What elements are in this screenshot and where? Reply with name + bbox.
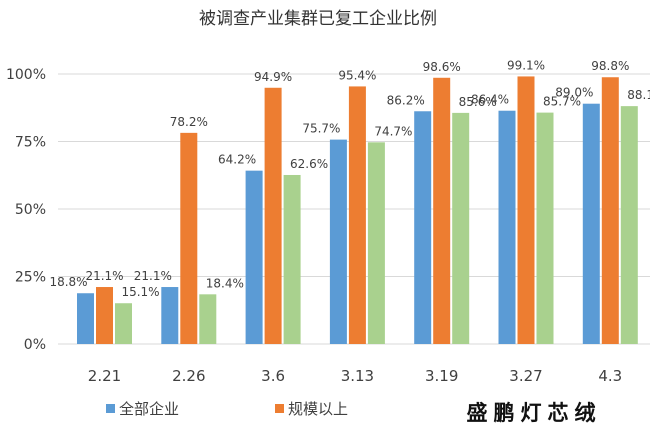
bar (582, 103, 600, 344)
data-label: 99.1% (507, 58, 545, 72)
watermark-text: 盛鹏灯芯绒 (467, 401, 602, 425)
bar (329, 139, 347, 344)
bar (620, 106, 638, 344)
x-tick-label: 2.26 (172, 367, 205, 385)
data-label: 98.8% (591, 59, 629, 73)
data-label: 86.2% (387, 93, 425, 107)
bar (348, 86, 366, 345)
bar (433, 77, 451, 344)
x-tick-label: 4.3 (598, 367, 622, 385)
legend-swatch (275, 404, 284, 413)
legend-label: 规模以上 (288, 400, 348, 418)
bar (115, 303, 132, 344)
x-axis: 2.21 2.26 3.6 3.13 3.19 3.27 4.3 (88, 367, 622, 385)
y-tick-label: 75% (15, 135, 46, 151)
bar (161, 287, 179, 344)
legend: 全部企业 规模以上 (106, 400, 348, 418)
y-tick-label: 25% (15, 270, 46, 286)
chart-title: 被调查产业集群已复工企业比例 (199, 9, 437, 29)
x-tick-label: 2.21 (88, 367, 121, 385)
data-label: 21.1% (85, 269, 123, 283)
data-label: 85.7% (543, 95, 581, 109)
bar (414, 111, 432, 344)
data-label: 62.6% (290, 157, 328, 171)
bar (452, 112, 470, 344)
data-label: 21.1% (134, 269, 172, 283)
bar (96, 287, 113, 344)
data-label: 94.9% (254, 70, 292, 84)
bar (199, 294, 217, 344)
y-axis: 0% 25% 50% 75% 100% (6, 67, 46, 353)
bar (601, 77, 619, 345)
bar (180, 132, 198, 344)
data-label: 89.0% (555, 86, 593, 100)
x-tick-label: 3.19 (425, 367, 458, 385)
data-label: 64.2% (218, 153, 256, 167)
data-label: 88.1% (627, 88, 650, 102)
data-label: 85.6% (459, 95, 497, 109)
bar (77, 293, 94, 344)
bars (77, 76, 638, 345)
bar (498, 110, 516, 344)
y-tick-label: 0% (24, 337, 46, 353)
data-label: 18.4% (206, 276, 244, 290)
x-tick-label: 3.6 (261, 367, 285, 385)
legend-swatch (106, 404, 115, 413)
data-labels: 18.8%21.1%15.1%21.1%78.2%18.4%64.2%94.9%… (49, 58, 650, 299)
data-label: 74.7% (374, 124, 412, 138)
bar (264, 87, 282, 345)
data-label: 18.8% (49, 275, 87, 289)
bar (283, 174, 301, 344)
bar (245, 170, 263, 344)
data-label: 95.4% (338, 68, 376, 82)
data-label: 78.2% (170, 115, 208, 129)
y-tick-label: 50% (15, 202, 46, 218)
data-label: 98.6% (423, 60, 461, 74)
data-label: 75.7% (302, 122, 340, 136)
legend-label: 全部企业 (119, 400, 179, 418)
data-label: 86.4% (471, 93, 509, 107)
x-tick-label: 3.13 (341, 367, 374, 385)
data-label: 15.1% (121, 285, 159, 299)
bar (517, 76, 535, 345)
bar (536, 112, 554, 344)
y-tick-label: 100% (6, 67, 46, 83)
x-tick-label: 3.27 (509, 367, 542, 385)
bar (367, 142, 385, 344)
